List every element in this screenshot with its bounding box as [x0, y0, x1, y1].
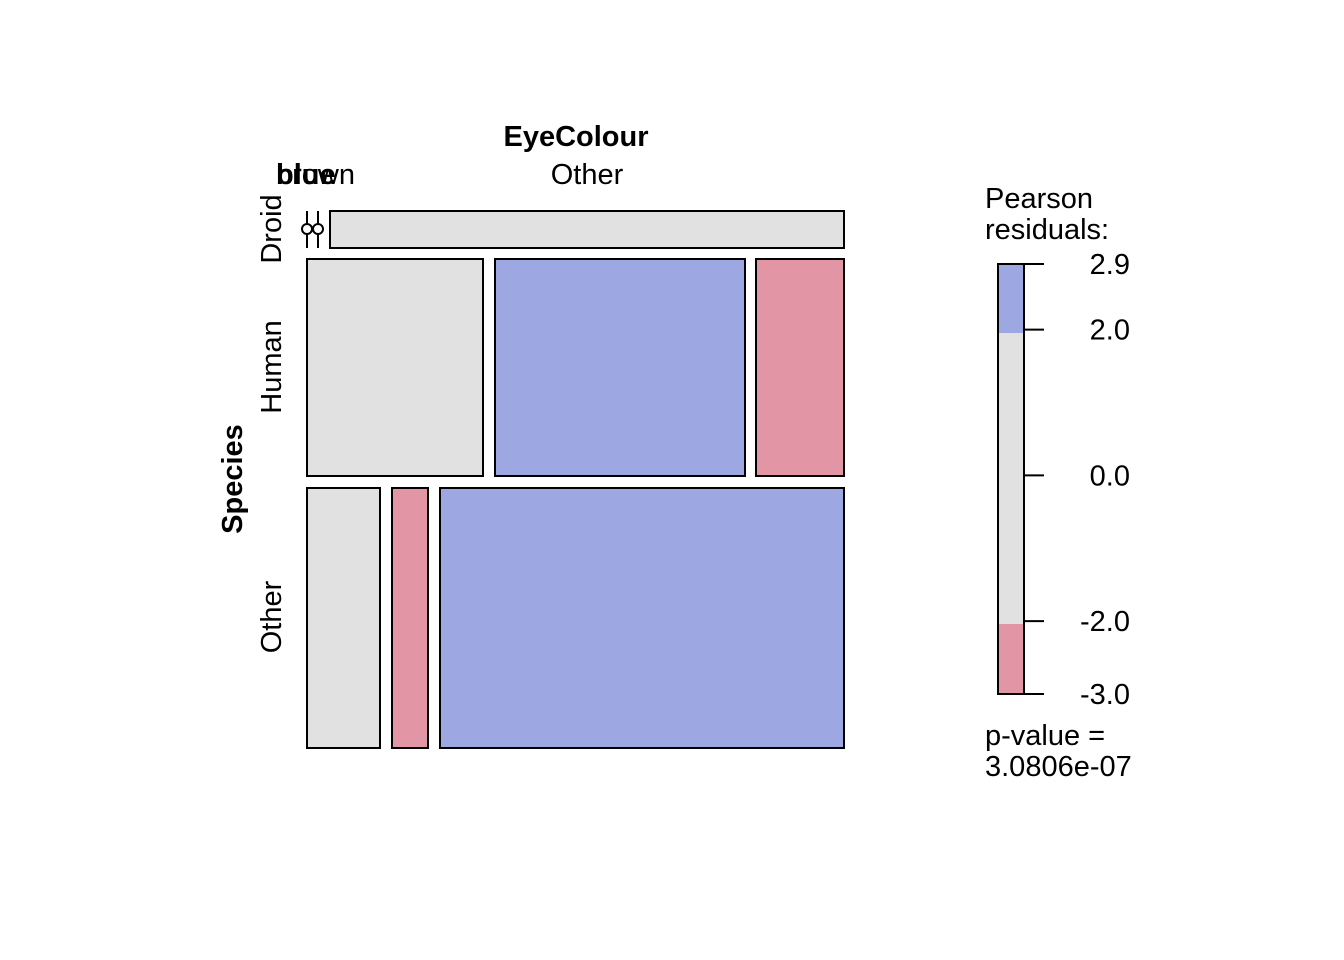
tile-droid-other: [329, 210, 845, 249]
legend-tick-label: 2.0: [1090, 315, 1130, 347]
tile-other-other: [439, 487, 845, 749]
droid-blue-zero-marker: [301, 223, 313, 235]
row-label-human: Human: [256, 320, 288, 414]
droid-brown-zero-marker: [312, 223, 324, 235]
legend-band-positive: [998, 264, 1024, 333]
legend-band-negative: [998, 624, 1024, 694]
tile-other-brown: [391, 487, 429, 749]
legend-tick-label: 2.9: [1090, 249, 1130, 281]
tile-other-blue: [306, 487, 381, 749]
column-label-other: Other: [551, 159, 624, 191]
tile-human-blue: [306, 258, 484, 477]
legend-title-line1: Pearson: [985, 183, 1093, 215]
legend-band-neutral: [998, 333, 1024, 624]
row-variable-label: Species: [217, 424, 249, 534]
column-label-blue: blue: [276, 159, 336, 191]
pvalue-line2: 3.0806e-07: [985, 751, 1132, 783]
legend-tick-label: -3.0: [1080, 679, 1130, 711]
legend-tick-label: -2.0: [1080, 606, 1130, 638]
legend-ticks: 2.9 2.0 0.0 -2.0 -3.0: [1024, 249, 1130, 711]
column-label-brown: brown: [276, 159, 355, 191]
row-label-other: Other: [256, 580, 288, 653]
tile-human-other: [755, 258, 845, 477]
column-variable-label: EyeColour: [503, 121, 648, 153]
tile-human-brown: [494, 258, 746, 477]
mosaic-tiles: [301, 210, 845, 749]
legend-title-line2: residuals:: [985, 214, 1109, 246]
legend-tick-label: 0.0: [1090, 460, 1130, 492]
pvalue-line1: p-value =: [985, 720, 1105, 752]
row-label-droid: Droid: [256, 194, 288, 263]
legend: Pearson residuals: 2.9 2.0 0.0 -2.0 -3.0 p-v…: [985, 183, 1132, 783]
